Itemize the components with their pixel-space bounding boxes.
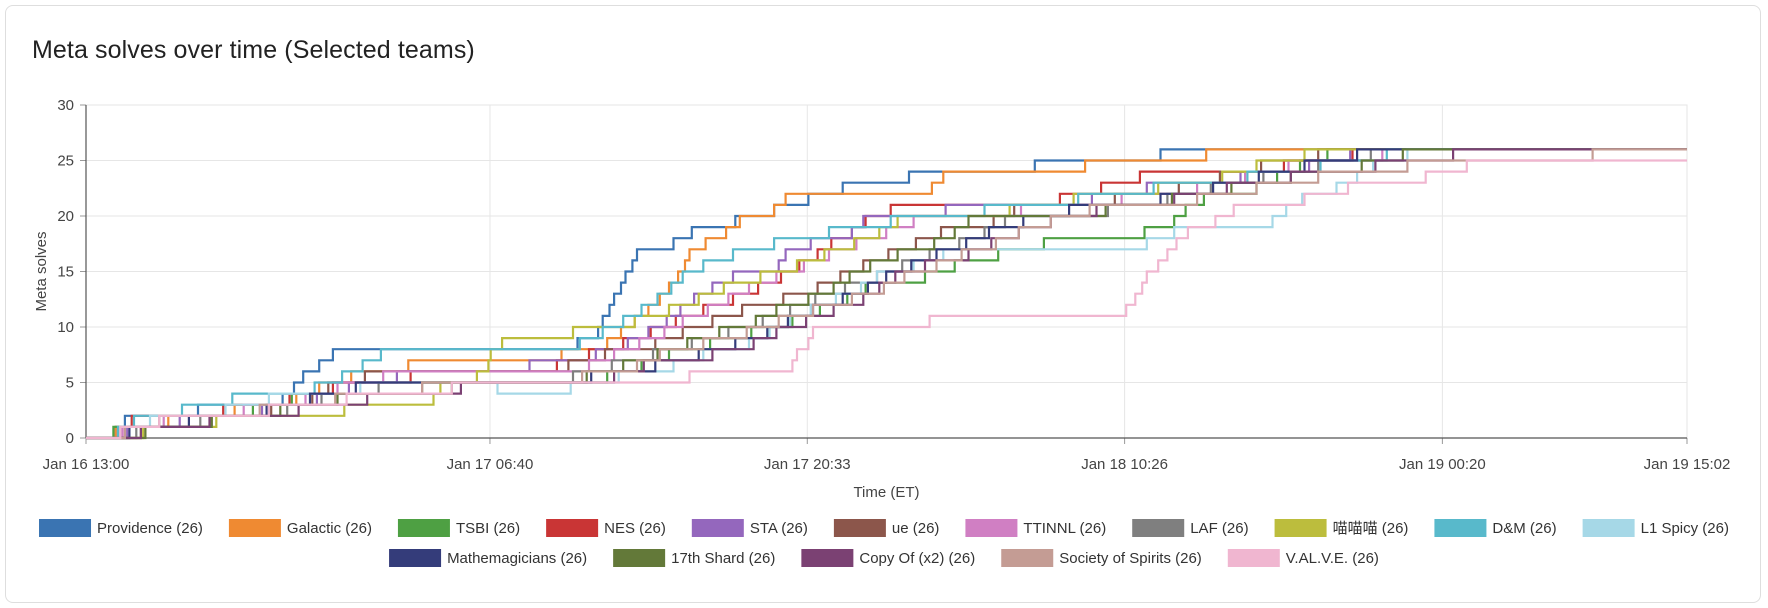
legend-swatch-1[interactable] — [39, 519, 91, 537]
series-line-13[interactable] — [86, 149, 1687, 438]
x-tick-label: Jan 17 20:33 — [764, 456, 851, 473]
series-line-9[interactable] — [86, 149, 1687, 438]
series-line-4[interactable] — [86, 149, 1687, 438]
y-tick-label: 25 — [57, 153, 74, 170]
legend-swatch-8[interactable] — [1132, 519, 1184, 537]
series-line-5[interactable] — [86, 149, 1687, 438]
legend-label-10[interactable]: D&M (26) — [1492, 520, 1556, 537]
x-tick-label: Jan 19 15:02 — [1644, 456, 1731, 473]
series-line-2[interactable] — [86, 149, 1687, 438]
series-line-7[interactable] — [86, 149, 1687, 438]
legend-label-4[interactable]: NES (26) — [604, 520, 666, 537]
legend-swatch-2[interactable] — [229, 519, 281, 537]
series-line-11[interactable] — [86, 149, 1687, 438]
x-axis-label: Time (ET) — [853, 484, 919, 501]
y-tick-label: 10 — [57, 319, 74, 336]
x-tick-label: Jan 17 06:40 — [447, 456, 534, 473]
meta-solves-chart: 0 5 10 15 20 25 30 Jan 16 13:00 Jan 17 06:40 Jan … — [0, 0, 1768, 608]
legend-label-16[interactable]: V.AL.V.E. (26) — [1286, 550, 1379, 567]
series-line-14[interactable] — [86, 149, 1687, 438]
legend-swatch-11[interactable] — [1583, 519, 1635, 537]
series-line-16[interactable] — [86, 161, 1687, 439]
legend-swatch-5[interactable] — [692, 519, 744, 537]
legend-swatch-16[interactable] — [1228, 549, 1280, 567]
legend-swatch-3[interactable] — [398, 519, 450, 537]
y-axis-label: Meta solves — [33, 231, 50, 311]
legend-swatch-6[interactable] — [834, 519, 886, 537]
y-tick-label: 30 — [57, 97, 74, 114]
legend-label-13[interactable]: 17th Shard (26) — [671, 550, 775, 567]
legend-label-8[interactable]: LAF (26) — [1190, 520, 1248, 537]
x-tick-label: Jan 16 13:00 — [43, 456, 130, 473]
y-tick-label: 20 — [57, 208, 74, 225]
legend-label-3[interactable]: TSBI (26) — [456, 520, 520, 537]
series-line-6[interactable] — [86, 149, 1687, 438]
series-line-12[interactable] — [86, 149, 1687, 438]
legend-label-6[interactable]: ue (26) — [892, 520, 940, 537]
series-line-8[interactable] — [86, 149, 1687, 438]
legend-label-12[interactable]: Mathemagicians (26) — [447, 550, 587, 567]
legend-label-5[interactable]: STA (26) — [750, 520, 808, 537]
series-line-1[interactable] — [86, 149, 1687, 438]
legend-swatch-9[interactable] — [1275, 519, 1327, 537]
legend-swatch-10[interactable] — [1434, 519, 1486, 537]
y-tick-label: 5 — [66, 375, 74, 392]
series-line-3[interactable] — [86, 149, 1687, 438]
legend-label-14[interactable]: Copy Of (x2) (26) — [859, 550, 975, 567]
legend-swatch-7[interactable] — [965, 519, 1017, 537]
legend-label-1[interactable]: Providence (26) — [97, 520, 203, 537]
legend-label-15[interactable]: Society of Spirits (26) — [1059, 550, 1202, 567]
legend-swatch-13[interactable] — [613, 549, 665, 567]
legend-label-11[interactable]: L1 Spicy (26) — [1641, 520, 1729, 537]
y-tick-label: 0 — [66, 430, 74, 447]
legend-swatch-12[interactable] — [389, 549, 441, 567]
series-line-15[interactable] — [86, 149, 1687, 438]
y-tick-label: 15 — [57, 264, 74, 281]
legend-label-2[interactable]: Galactic (26) — [287, 520, 372, 537]
x-tick-label: Jan 19 00:20 — [1399, 456, 1486, 473]
legend-swatch-14[interactable] — [801, 549, 853, 567]
series-line-10[interactable] — [86, 149, 1687, 438]
legend-label-9[interactable]: 喵喵喵 (26) — [1333, 520, 1409, 537]
legend-label-7[interactable]: TTINNL (26) — [1023, 520, 1106, 537]
legend-swatch-4[interactable] — [546, 519, 598, 537]
x-tick-label: Jan 18 10:26 — [1081, 456, 1168, 473]
legend-swatch-15[interactable] — [1001, 549, 1053, 567]
